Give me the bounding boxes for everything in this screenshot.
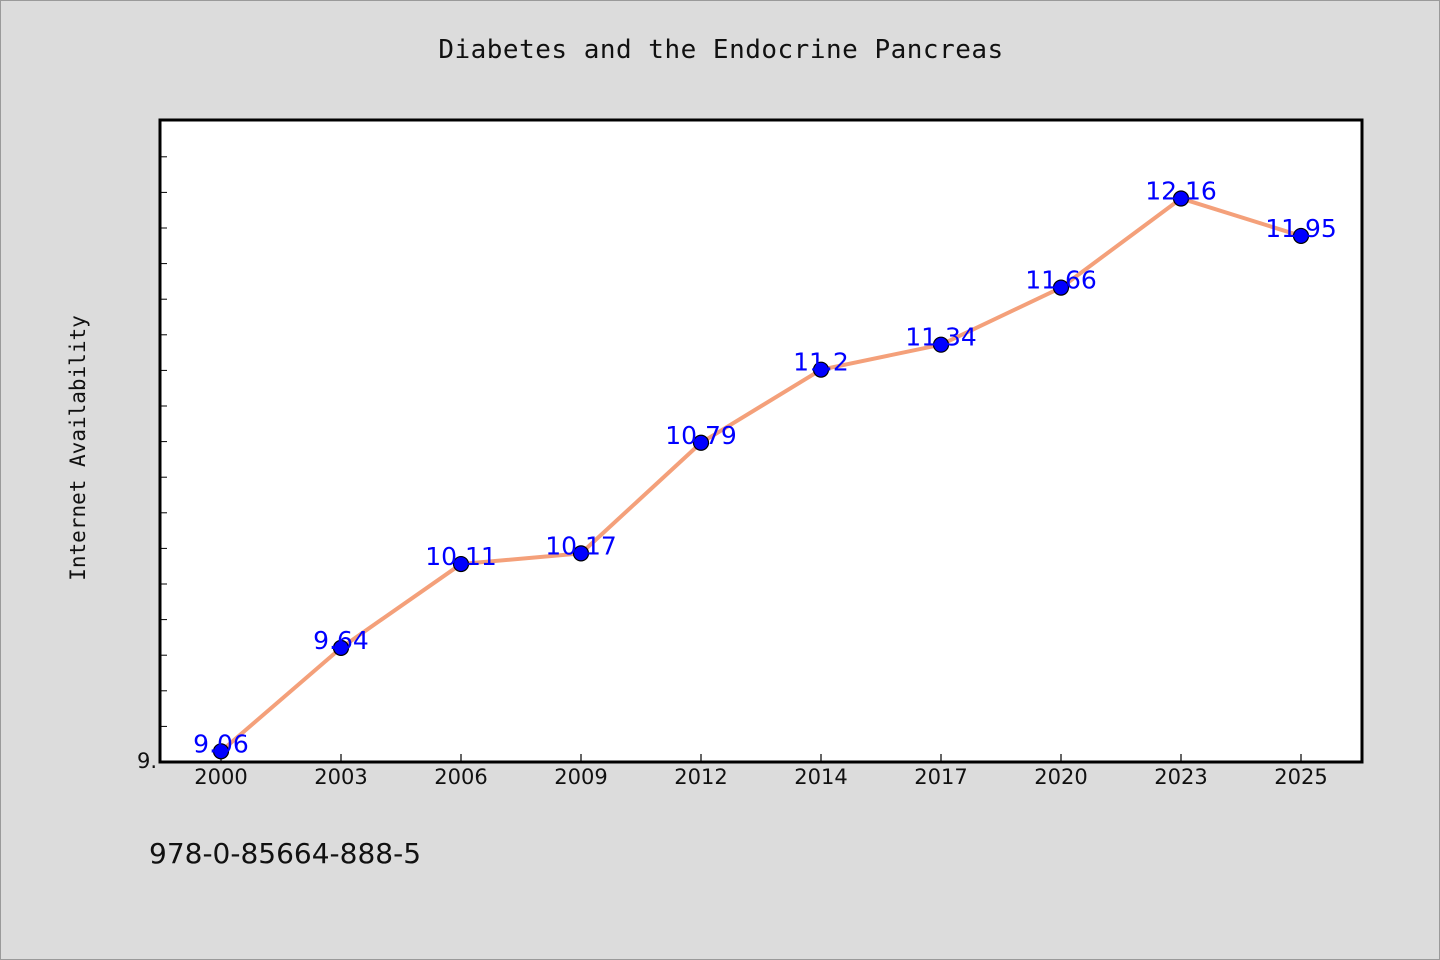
y-axis-label: Internet Availability [66,315,90,581]
series-line [219,196,1303,754]
x-tick-label: 2006 [434,765,487,789]
x-tick-label: 2009 [554,765,607,789]
data-label: 11.95 [1265,214,1337,243]
x-tick-label: 2003 [314,765,367,789]
data-label: 11.66 [1025,266,1097,295]
x-tick-label: 2000 [194,765,247,789]
data-point [1052,279,1070,296]
data-point [212,743,230,760]
footer-isbn: 978-0-85664-888-5 [149,837,422,870]
data-point [812,361,830,378]
x-axis-tick-labels: 2000 2003 2006 2009 2012 2014 2017 2020 2023 2025 [194,765,1327,789]
data-label: 11.34 [905,323,977,352]
x-tick-label: 2025 [1274,765,1327,789]
x-tick-label: 2017 [914,765,967,789]
data-point [572,545,590,562]
data-label: 10.17 [545,531,617,560]
data-point [932,336,950,353]
data-point [1292,227,1310,245]
x-tick-label: 2014 [794,765,847,789]
data-point [692,434,710,451]
data-point [332,639,350,656]
x-tick-label: 2012 [674,765,727,789]
data-label: 10.79 [665,421,737,450]
series-markers [212,190,1310,760]
series-line-group [219,196,1303,754]
data-label: 9.64 [313,626,369,655]
chart-title: Diabetes and the Endocrine Pancreas [438,35,1004,65]
data-point [1172,190,1190,207]
x-tick-label: 2023 [1154,765,1207,789]
plot-area [160,120,1362,762]
data-label: 9.06 [193,729,249,758]
data-label: 12.16 [1145,176,1217,205]
x-tick-label: 2020 [1034,765,1087,789]
data-label: 10.11 [425,542,497,571]
y-tick-label: 9. [137,749,157,773]
data-point [452,555,470,573]
plot-frame [158,118,1364,764]
data-labels: 9.06 9.64 10.11 10.17 10.79 11.2 11.34 11.66 12.… [193,176,1337,758]
data-label: 11.2 [793,348,849,377]
